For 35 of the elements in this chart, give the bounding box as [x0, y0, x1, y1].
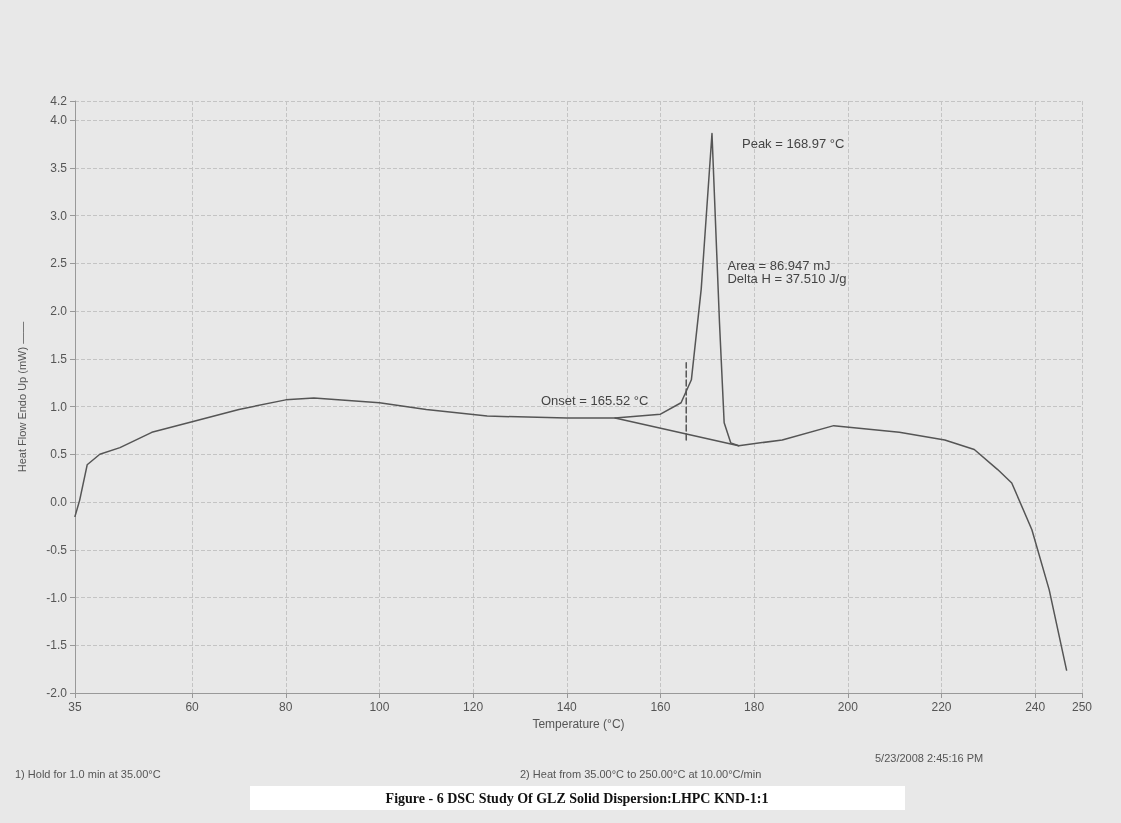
- x-tick-label: 200: [837, 700, 859, 714]
- x-tick-label: 160: [650, 700, 671, 714]
- y-tick-label: 3.0: [50, 208, 68, 223]
- x-tick-label: 120: [463, 700, 484, 714]
- x-tick-label: 80: [279, 700, 293, 714]
- y-tick-label: 3.5: [50, 160, 68, 175]
- y-tick-label: 2.5: [50, 256, 68, 271]
- text: 1) Hold for 1.0 min at 35.00°C: [15, 767, 161, 780]
- y-tick-label: -0.5: [46, 542, 68, 557]
- y-tick-label: -1.0: [46, 590, 68, 605]
- x-tick-label: 240: [1025, 700, 1046, 714]
- x-tick-label: 140: [556, 700, 578, 714]
- y-tick-label: 1.5: [50, 351, 68, 366]
- annotation: Peak = 168.97 °C: [741, 135, 845, 151]
- y-tick-label: 0.5: [50, 447, 68, 462]
- x-axis-title: Temperature (°C): [532, 716, 625, 731]
- y-tick-label: 0.0: [50, 495, 68, 510]
- x-tick-label: 60: [185, 700, 200, 714]
- x-tick-label: 250: [1071, 700, 1093, 714]
- x-tick-label: 180: [744, 700, 765, 714]
- annotation: Area = 86.947 mJ Delta H = 37.510 J/g: [727, 258, 847, 287]
- text: Figure - 6 DSC Study Of GLZ Solid Dispersion:LHPC KND-1:1: [385, 790, 769, 806]
- y-tick-label: -1.5: [46, 638, 68, 653]
- y-tick-label: 4.0: [50, 113, 68, 128]
- y-axis-title: Heat Flow Endo Up (mW) ——: [15, 321, 28, 473]
- y-tick-label: 4.2: [50, 94, 68, 108]
- annotation: Onset = 165.52 °C: [541, 392, 649, 408]
- x-tick-label: 35: [68, 700, 82, 714]
- text: 2) Heat from 35.00°C to 250.00°C at 10.00°C/min: [520, 767, 762, 780]
- x-tick-label: 220: [931, 700, 952, 714]
- text: 5/23/2008 2:45:16 PM: [875, 751, 984, 764]
- y-tick-label: 2.0: [50, 304, 68, 319]
- x-tick-label: 100: [369, 700, 390, 714]
- y-tick-label: -2.0: [46, 686, 68, 700]
- y-tick-label: 1.0: [50, 399, 68, 414]
